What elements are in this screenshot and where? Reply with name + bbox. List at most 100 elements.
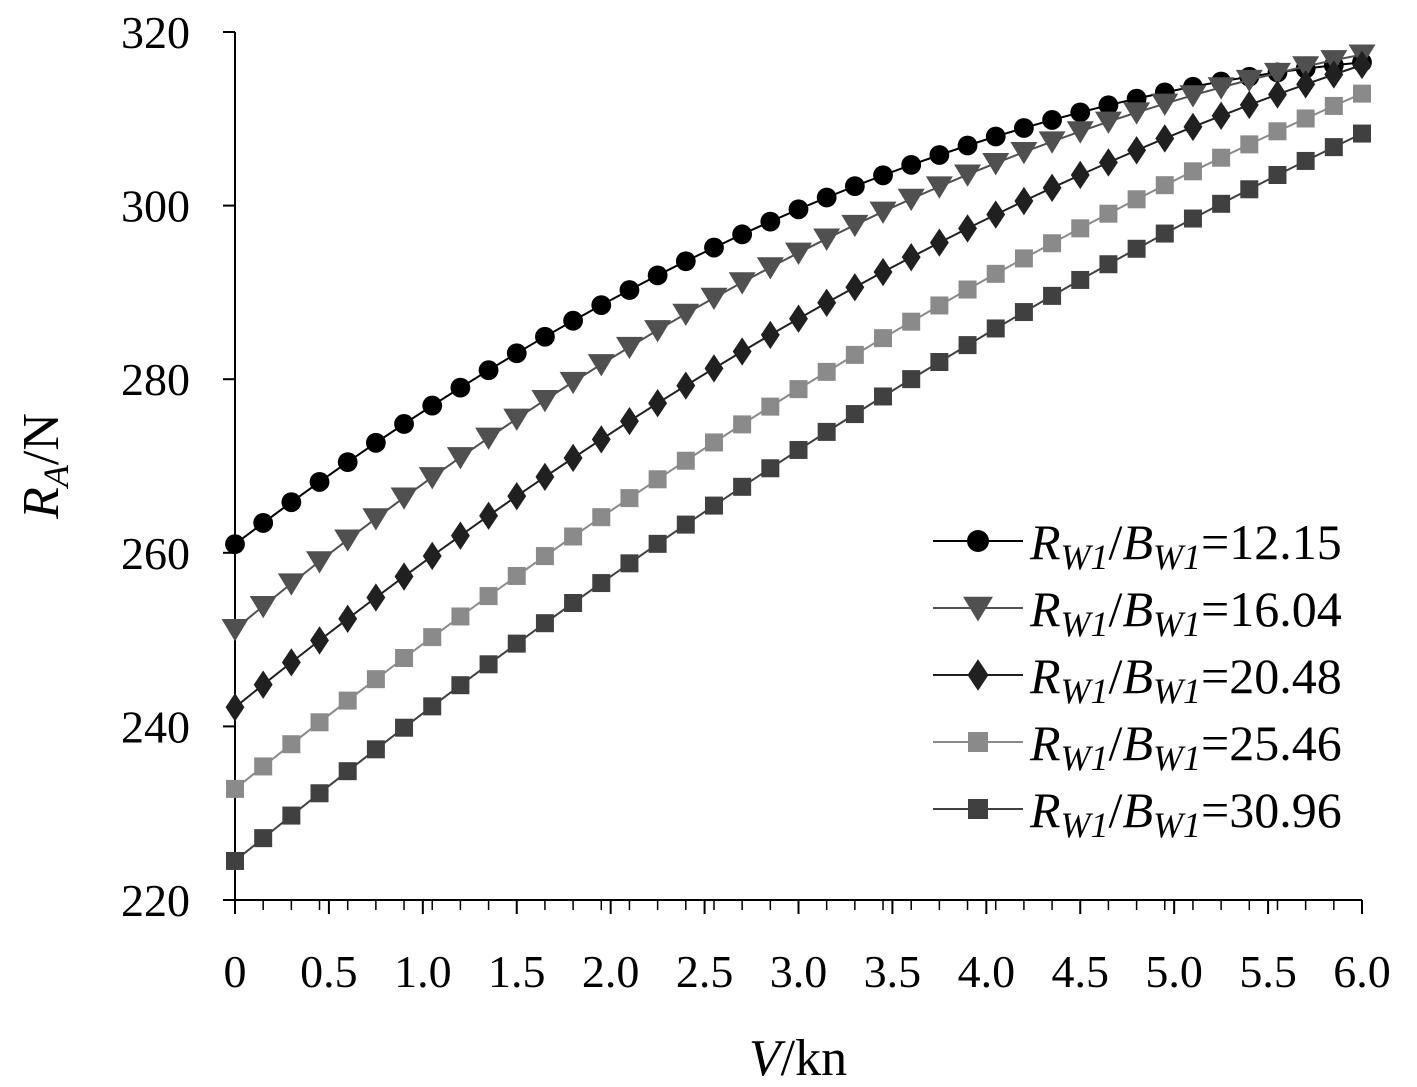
data-point [254,829,273,848]
legend-label-part: B [1122,581,1153,637]
legend-entry-3: RW1/BW1=20.48 [933,648,1342,711]
series-2 [221,44,1376,642]
data-point [817,422,836,441]
data-point [1296,151,1315,170]
data-point [700,287,728,311]
data-point [958,336,977,355]
data-point [338,762,357,781]
data-point [816,187,837,208]
y-tick-label: 280 [121,354,190,405]
data-point [648,470,667,489]
data-point [446,447,474,470]
data-point [281,648,301,677]
data-point [450,521,470,550]
legend-label-part: B [1122,514,1153,570]
data-point [531,390,559,413]
data-point [1263,62,1291,86]
data-point [1240,180,1259,199]
legend-label: RW1/BW1=16.04 [1029,581,1342,644]
data-point [592,508,611,527]
legend-label-part: R [1029,715,1061,771]
data-point [1098,95,1119,116]
data-point [1179,85,1207,108]
legend-label-part: B [1122,782,1153,838]
data-point [1014,303,1033,322]
data-point [929,145,950,165]
data-point [648,389,668,418]
legend-marker [967,530,989,552]
data-point [1324,60,1344,89]
data-point [845,405,864,424]
y-tick-label: 260 [121,528,190,579]
data-point [451,676,470,695]
data-point [253,670,273,699]
legend-label-part: / [1109,648,1123,704]
y-tick-label: 320 [121,7,190,58]
data-point [901,242,921,272]
data-point [390,487,418,510]
data-point [704,237,724,258]
data-point [789,304,808,333]
legend-label-part: W1 [1061,738,1109,778]
data-point [1235,69,1263,93]
data-point [1038,131,1066,154]
data-point [648,534,667,553]
data-point [930,353,949,372]
data-point [1127,136,1147,165]
data-point [986,319,1005,338]
axis-titles: V/kn RA/N [13,413,847,1087]
x-axis-title: V/kn [749,1030,847,1087]
data-point [253,513,274,533]
data-point [451,607,470,626]
data-point [310,626,329,655]
data-point [760,320,780,350]
legend-label-part: W1 [1153,805,1201,845]
series-4 [226,84,1371,798]
data-point [1183,209,1202,228]
data-point [930,296,949,315]
data-point [1239,90,1259,120]
data-point [1042,110,1062,130]
y-tick-label: 220 [121,875,190,926]
data-point [394,414,414,434]
x-tick-label: 4.5 [1052,946,1110,997]
data-point [591,425,611,454]
data-point [1099,255,1118,274]
legend-marker [968,799,988,819]
data-point [897,188,925,212]
data-point [1212,148,1231,167]
x-tick-label: 3.0 [770,946,828,997]
data-point [282,806,301,825]
data-point [1212,194,1231,213]
data-point [418,467,446,490]
y-axis-title-unit: /N [13,413,70,465]
data-point [901,154,922,175]
y-axis-title-var: R [13,487,70,520]
data-point [1010,142,1038,165]
x-axis-title-var: V [749,1030,786,1087]
data-point [362,508,390,531]
data-point [841,214,869,238]
legend-label-part: / [1109,782,1123,838]
data-point [982,153,1010,176]
data-point [957,135,978,156]
data-point [479,501,499,530]
data-point [704,433,723,452]
data-point [478,360,499,381]
x-tick-label: 5.0 [1145,946,1203,997]
x-axis-title-unit: /kn [781,1030,847,1087]
data-point [615,336,643,360]
legend-label-part: =12.15 [1201,514,1342,570]
data-point [334,529,362,552]
data-point [1183,112,1203,142]
legend-label: RW1/BW1=20.48 [1029,648,1342,711]
data-point [366,740,385,759]
x-tick-label: 4.0 [958,946,1016,997]
data-point [733,415,752,434]
data-point [282,735,301,754]
data-point [1268,80,1287,109]
legend-label: RW1/BW1=25.46 [1029,715,1342,778]
data-point [958,214,977,243]
data-point [844,176,865,197]
legend-label-part: =25.46 [1201,715,1342,771]
